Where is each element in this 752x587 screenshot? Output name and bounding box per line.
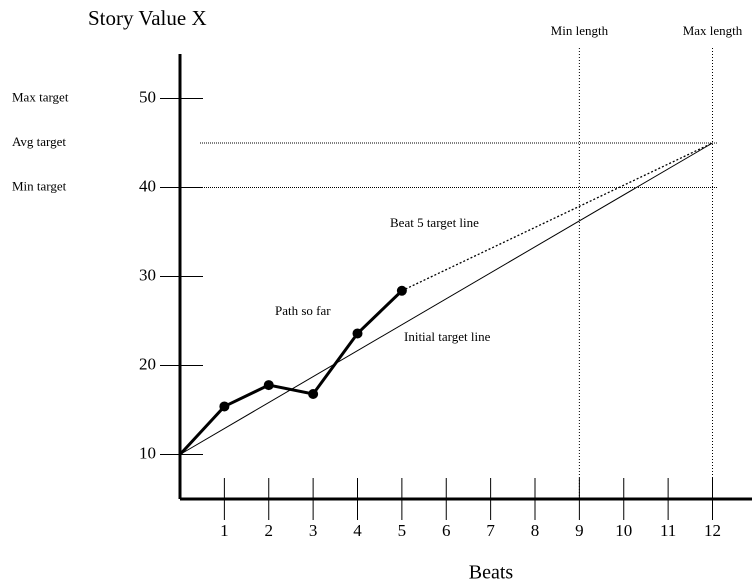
- target-label: Min target: [12, 178, 67, 193]
- x-tick-label: 12: [704, 521, 721, 540]
- length-label: Min length: [551, 23, 609, 38]
- chart-title: Story Value X: [88, 6, 207, 30]
- x-tick-label: 3: [309, 521, 318, 540]
- x-tick-label: 9: [575, 521, 584, 540]
- y-tick-label: 40: [139, 176, 156, 195]
- x-tick-label: 6: [442, 521, 451, 540]
- x-tick-label: 4: [353, 521, 362, 540]
- point: [308, 388, 319, 399]
- y-tick-label: 50: [139, 87, 156, 106]
- x-tick-label: 8: [531, 521, 540, 540]
- point: [263, 380, 274, 391]
- series-annotation: Initial target line: [404, 329, 491, 344]
- x-tick-label: 5: [398, 521, 407, 540]
- x-tick-label: 10: [615, 521, 632, 540]
- y-tick-label: 30: [139, 265, 156, 284]
- x-tick-label: 1: [220, 521, 229, 540]
- target-label: Avg target: [12, 134, 66, 149]
- length-label: Max length: [683, 23, 743, 38]
- series-line: [401, 142, 713, 292]
- point: [352, 328, 363, 339]
- series-annotation: Path so far: [275, 303, 331, 318]
- point: [219, 401, 230, 412]
- target-label: Max target: [12, 89, 69, 104]
- series-annotation: Beat 5 target line: [390, 215, 479, 230]
- y-tick-label: 20: [139, 354, 156, 373]
- x-tick-label: 2: [265, 521, 274, 540]
- series-line: [179, 142, 713, 455]
- y-tick-label: 10: [139, 443, 156, 462]
- x-axis-label: Beats: [469, 562, 514, 584]
- x-tick-label: 7: [486, 521, 495, 540]
- x-tick-label: 11: [660, 521, 676, 540]
